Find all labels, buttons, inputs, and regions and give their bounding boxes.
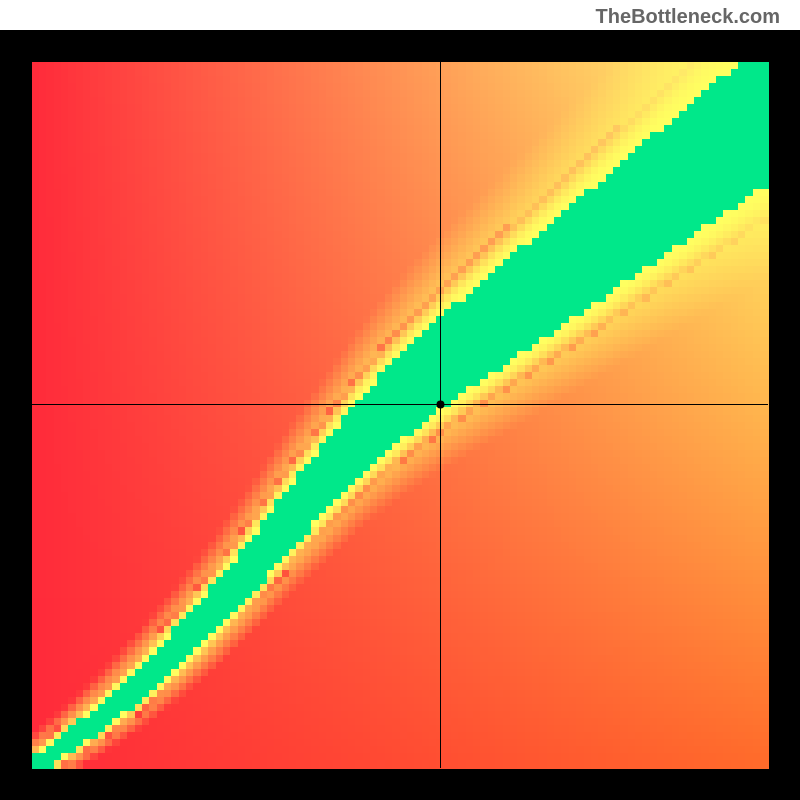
bottleneck-heatmap-canvas	[0, 30, 800, 800]
chart-outer-frame	[0, 30, 800, 800]
chart-container: TheBottleneck.com	[0, 0, 800, 800]
watermark-text: TheBottleneck.com	[596, 6, 780, 29]
